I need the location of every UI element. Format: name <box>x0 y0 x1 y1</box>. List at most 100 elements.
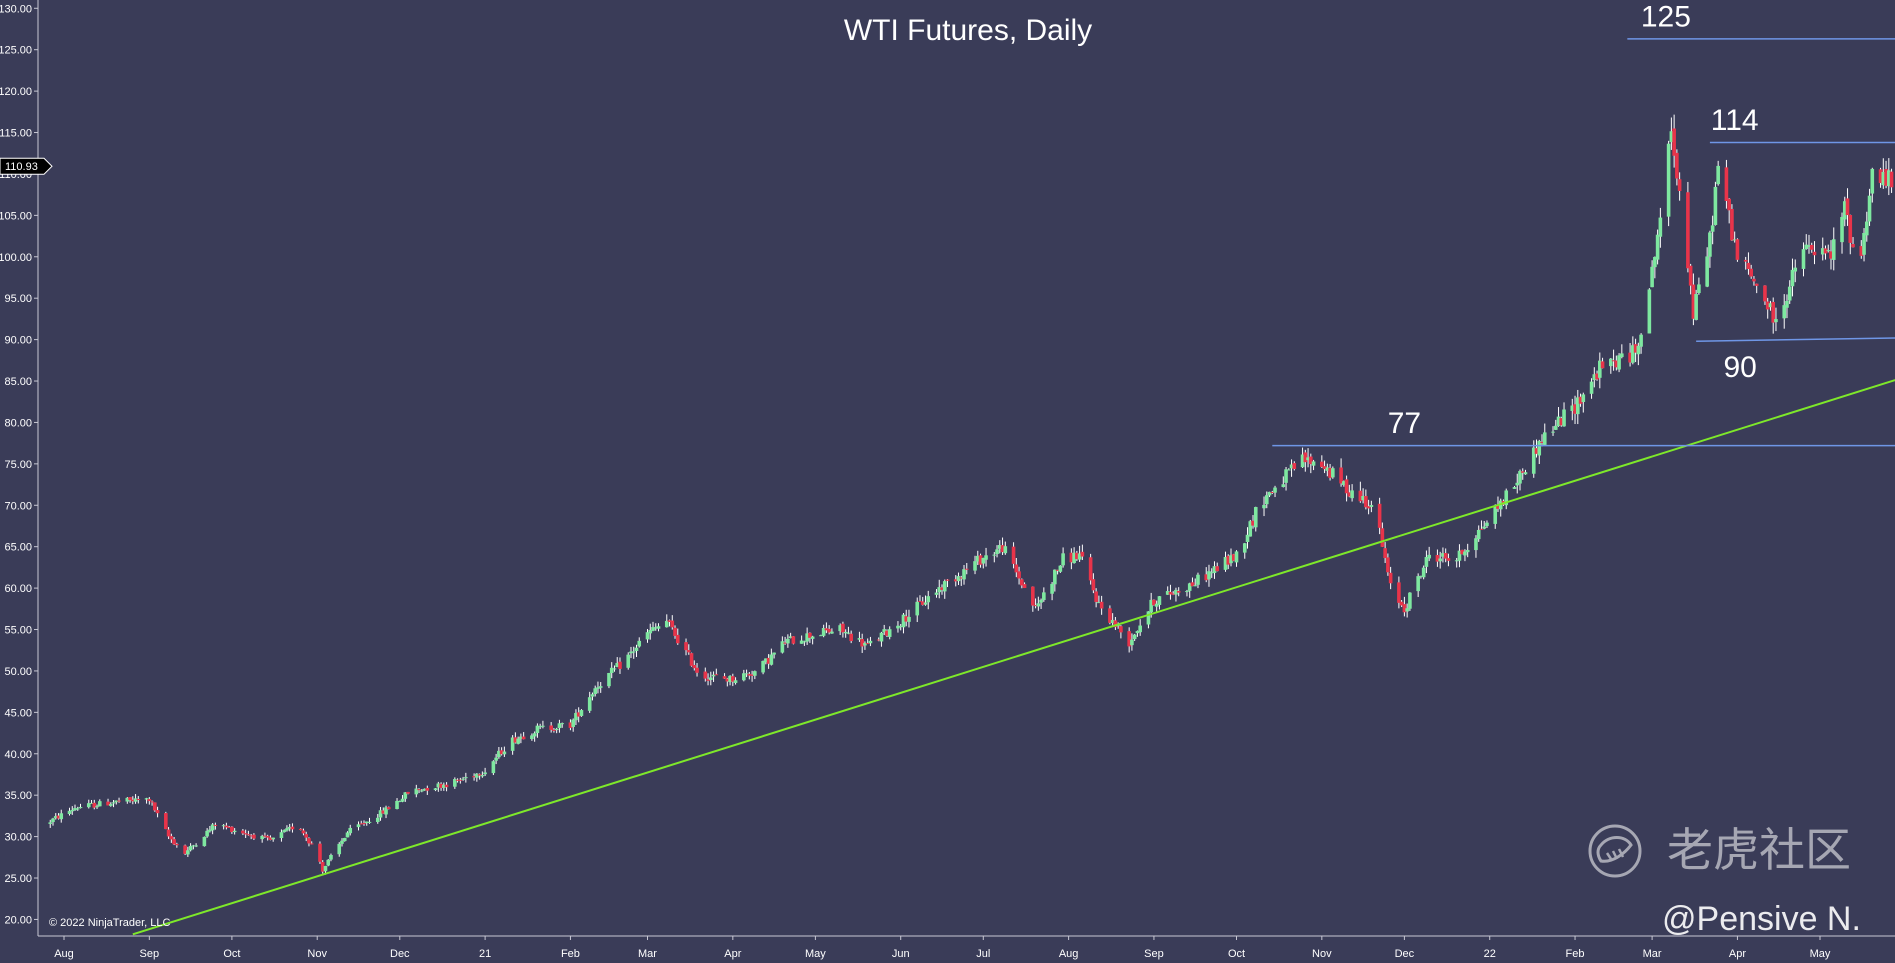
candle-down <box>224 825 229 828</box>
candle-down <box>1848 214 1853 243</box>
candle-down <box>155 810 160 814</box>
candle-up <box>819 635 823 637</box>
resistance-125-label: 125 <box>1641 1 1691 34</box>
candle-down <box>1088 557 1093 581</box>
candle-down <box>1215 566 1220 572</box>
candle-up <box>1476 529 1481 540</box>
candle-up <box>1551 431 1555 433</box>
candle-down <box>1829 251 1833 259</box>
candle-up <box>863 642 867 646</box>
candle-down <box>166 829 171 837</box>
candle-up <box>648 630 653 634</box>
candle-up <box>1234 551 1239 563</box>
candle-up <box>480 775 485 777</box>
candle-up <box>1146 611 1151 625</box>
candle-up <box>1193 585 1198 587</box>
candle-down <box>268 837 273 841</box>
candle-up <box>194 845 198 847</box>
candle-up <box>1154 603 1159 607</box>
candle-down <box>1672 128 1676 156</box>
candle-down <box>885 630 889 636</box>
candle-up <box>1132 634 1137 640</box>
candle-up <box>898 625 903 627</box>
candle-down <box>841 623 845 633</box>
candle-up <box>901 614 906 628</box>
candle-up <box>761 660 765 673</box>
candle-down <box>808 632 812 638</box>
candle-up <box>442 784 446 788</box>
candle-up <box>1427 554 1431 559</box>
y-tick-label: 50.00 <box>4 666 32 678</box>
x-tick-label: Apr <box>1729 948 1746 960</box>
candle-down <box>362 823 366 825</box>
candle-down <box>1328 467 1332 478</box>
candle-up <box>384 807 388 815</box>
candle-up <box>491 761 496 774</box>
candle-down <box>747 673 752 676</box>
candle-down <box>153 802 157 811</box>
candle-down <box>301 830 306 834</box>
candle-down <box>172 839 176 845</box>
x-tick-label: 22 <box>1484 948 1496 960</box>
candle-up <box>95 806 99 808</box>
candle-up <box>934 592 939 595</box>
candle-up <box>1650 266 1654 288</box>
candle-down <box>1069 552 1074 563</box>
candle-down <box>1397 582 1401 603</box>
candle-up <box>609 667 614 673</box>
candle-up <box>579 710 584 716</box>
candle-down <box>318 843 322 862</box>
candle-down <box>263 835 267 837</box>
candle-up <box>530 735 534 740</box>
candle-down <box>1364 496 1368 508</box>
candle-up <box>1424 557 1429 567</box>
candle-down <box>1091 579 1096 591</box>
candle-up <box>1512 487 1517 489</box>
candle-up <box>772 652 776 655</box>
candle-up <box>1039 599 1043 603</box>
candle-up <box>1174 589 1178 595</box>
candle-down <box>439 783 443 788</box>
candle-up <box>1311 461 1316 466</box>
candle-up <box>1636 345 1641 355</box>
candle-up <box>191 845 196 847</box>
candle-down <box>865 643 870 645</box>
candle-down <box>359 823 364 825</box>
candle-up <box>733 680 738 683</box>
candle-up <box>637 640 642 647</box>
candle-up <box>461 778 465 780</box>
candle-down <box>1749 268 1753 277</box>
candle-up <box>125 797 130 802</box>
candle-up <box>1589 381 1594 394</box>
candle-up <box>1570 405 1575 411</box>
candle-up <box>995 549 999 555</box>
candle-up <box>260 835 264 840</box>
x-tick-label: Dec <box>390 948 410 960</box>
candle-down <box>783 642 787 644</box>
candle-up <box>1369 505 1374 507</box>
candle-down <box>417 789 421 791</box>
candle-up <box>1793 267 1798 272</box>
candle-down <box>1845 198 1850 216</box>
candle-up <box>1138 625 1142 633</box>
candle-up <box>1553 425 1558 430</box>
candle-up <box>882 629 887 633</box>
candle-up <box>1609 358 1613 367</box>
candle-down <box>1190 582 1195 587</box>
candle-up <box>879 632 884 642</box>
candle-up <box>287 826 292 829</box>
candle-down <box>953 579 958 582</box>
candle-up <box>1485 522 1489 527</box>
candle-up <box>656 626 661 629</box>
x-tick-label: Apr <box>724 948 741 960</box>
candle-up <box>923 602 928 605</box>
candle-up <box>1416 576 1420 592</box>
candle-down <box>1231 554 1236 561</box>
candle-up <box>728 675 732 683</box>
candle-down <box>1600 361 1605 369</box>
candle-up <box>464 777 468 779</box>
candle-up <box>1881 171 1886 186</box>
candle-up <box>1732 239 1737 241</box>
candle-up <box>1061 553 1065 566</box>
